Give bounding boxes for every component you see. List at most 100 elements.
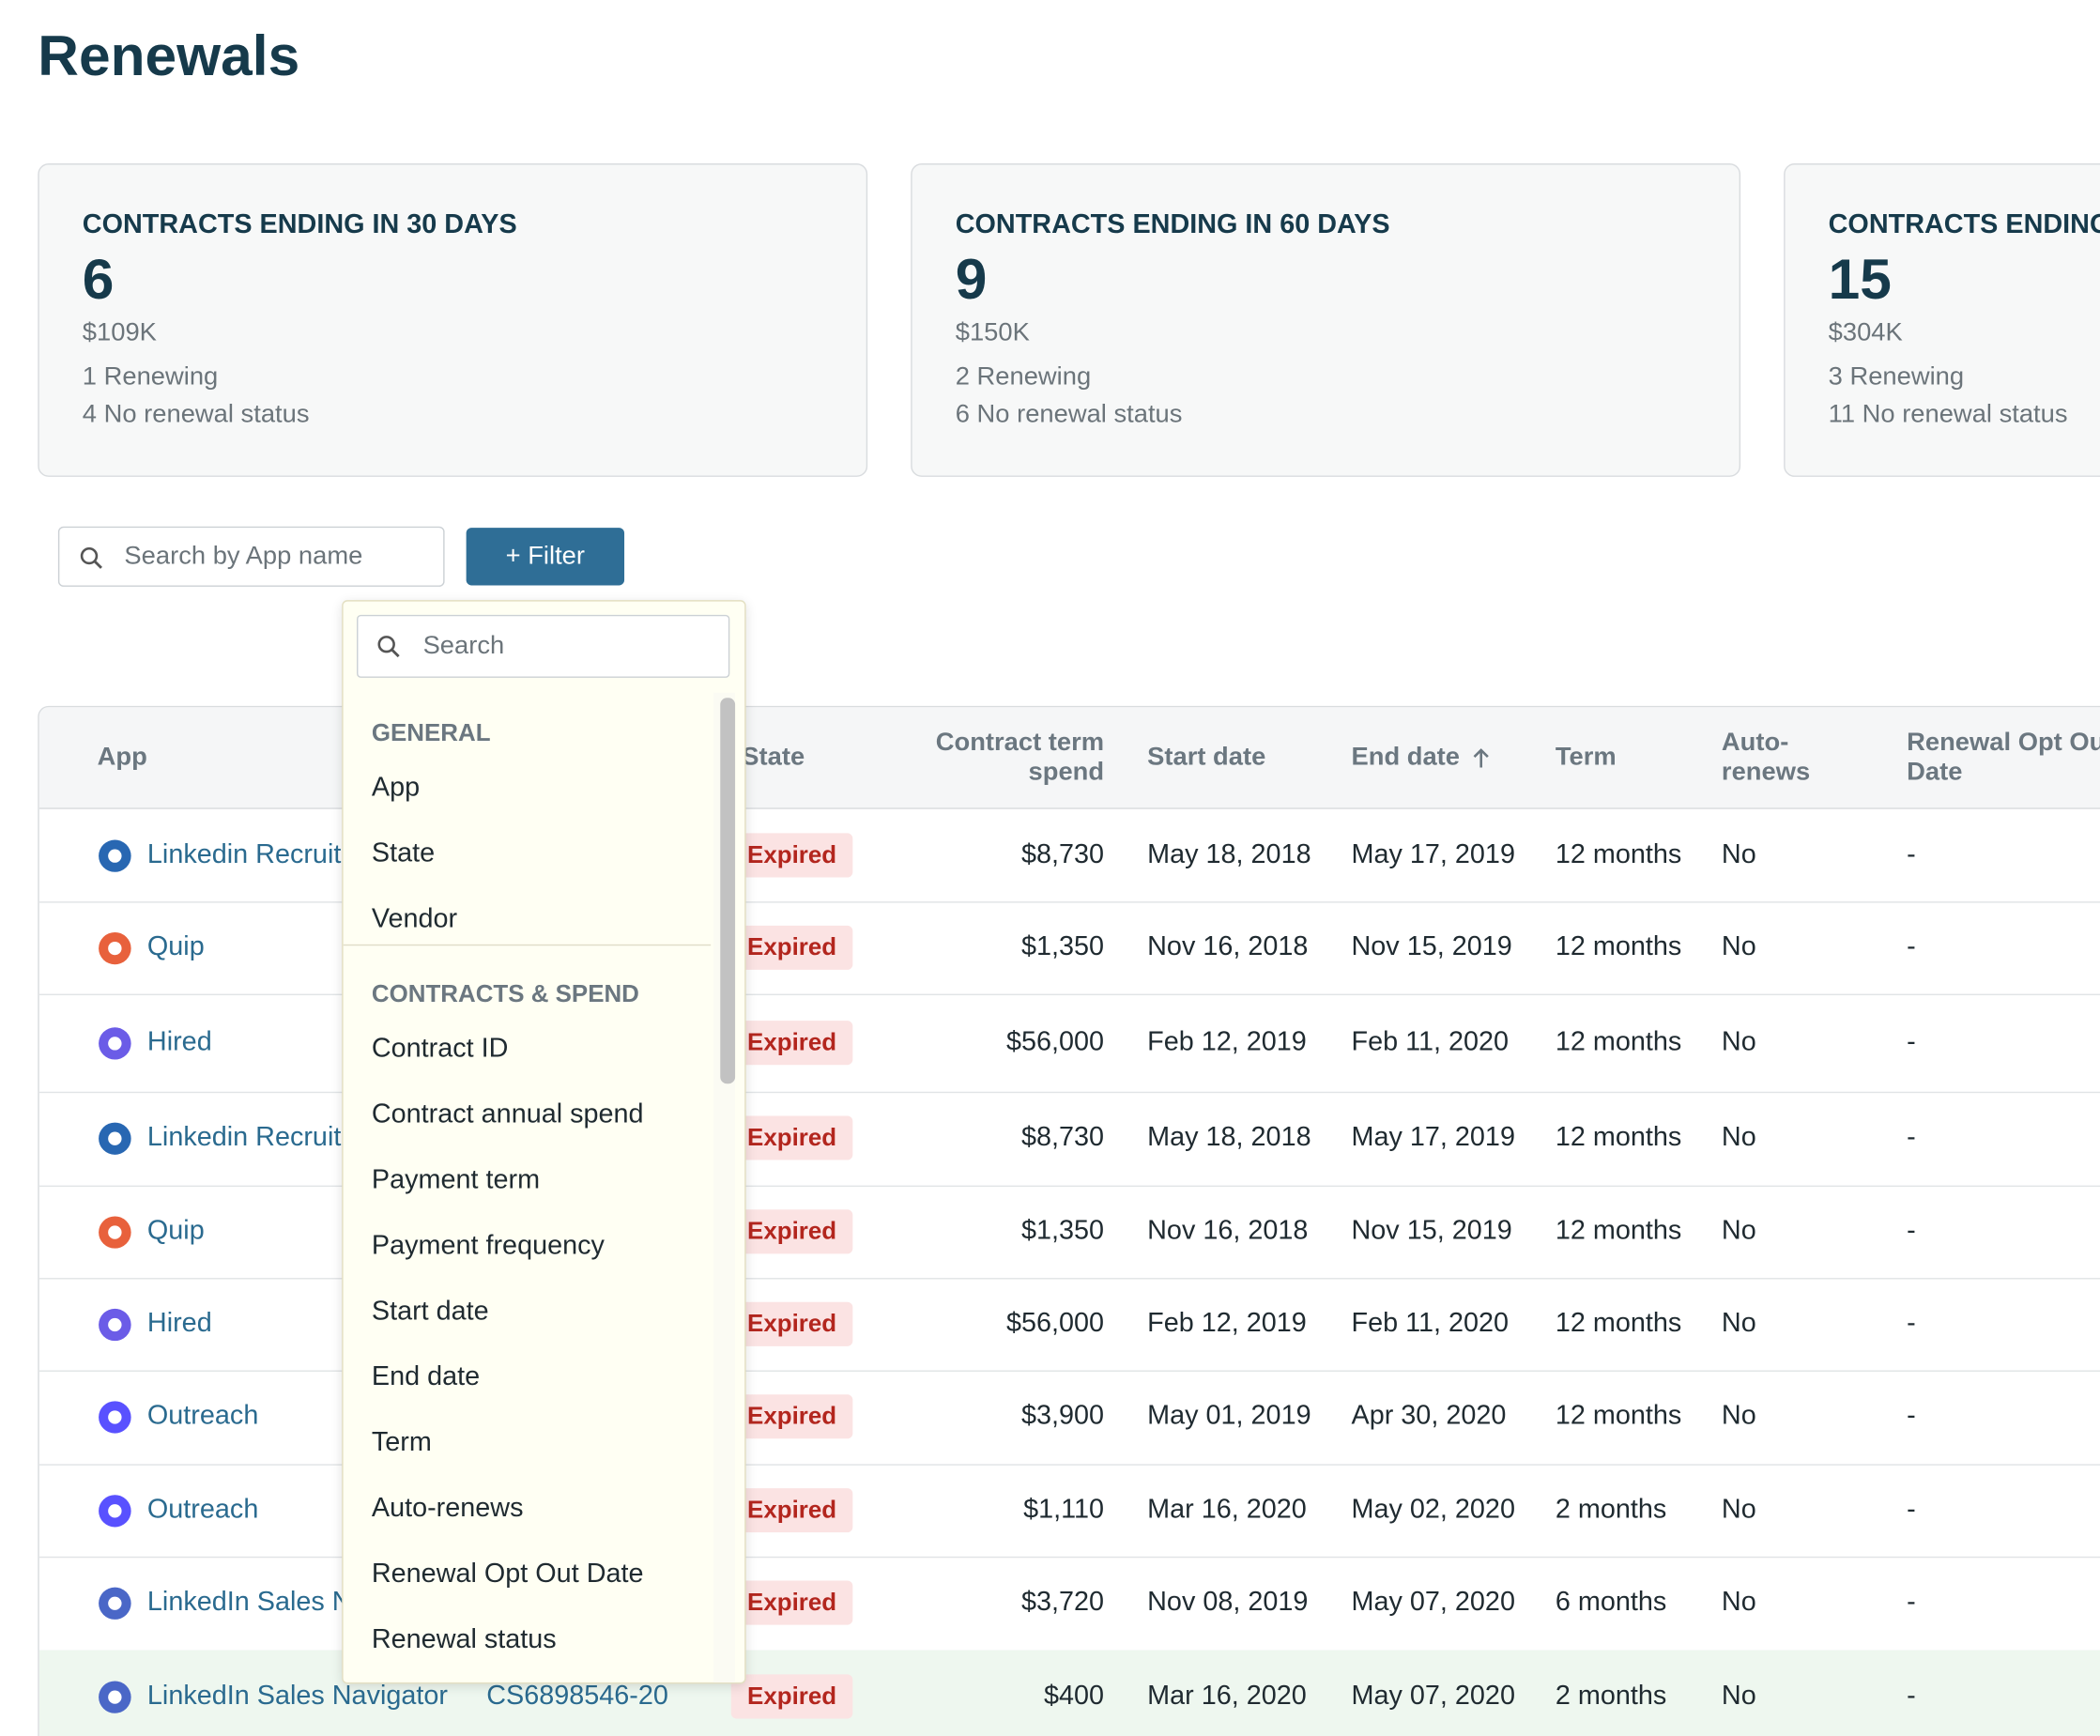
term-cell: 6 months (1555, 1587, 1667, 1618)
start-cell: Feb 12, 2019 (1147, 1026, 1307, 1056)
menu-item[interactable]: Payment frequency (371, 1231, 605, 1261)
summary-card: CONTRACTS ENDING IN 30 DAYS 6 $109K 1 Renew… (38, 163, 868, 477)
end-cell: Nov 15, 2019 (1351, 1215, 1512, 1246)
app-icon (99, 931, 131, 964)
menu-item[interactable]: Term (371, 1427, 432, 1458)
filter-button[interactable]: + Filter (466, 528, 625, 586)
card-spend: $304K (1828, 318, 1903, 347)
app-icon (99, 1401, 131, 1434)
table-row[interactable]: Hired Expired $56,000 Feb 12, 2019 Feb 11, 2… (38, 994, 2100, 1094)
opt-out-cell: - (1907, 931, 1916, 961)
column-header[interactable]: End date (1352, 707, 1541, 807)
opt-out-cell: - (1907, 1122, 1916, 1152)
column-header: State (742, 707, 864, 807)
term-cell: 12 months (1555, 1122, 1682, 1152)
summary-card: CONTRACTS ENDING IN 90 DAYS 15 $304K 3 Rene… (1784, 163, 2100, 477)
end-cell: May 17, 2019 (1351, 1122, 1515, 1152)
auto-renews-cell: No (1721, 1308, 1756, 1338)
auto-renews-cell: No (1721, 1680, 1756, 1711)
sort-arrow (1473, 747, 1490, 767)
term-cell: 12 months (1555, 838, 1682, 869)
app-link[interactable]: LinkedIn Sales Navigator (146, 1680, 448, 1711)
spend-cell: $1,110 (1023, 1494, 1105, 1524)
end-cell: May 07, 2020 (1351, 1680, 1515, 1711)
state-badge: Expired (730, 1673, 853, 1718)
table-row[interactable]: Linkedin Recruiter Expired $8,730 May 18, 2… (38, 1092, 2100, 1188)
search-input[interactable]: Search by App name (57, 526, 445, 587)
table-row[interactable]: Outreach Expired $3,900 May 01, 2019 Apr 30,… (38, 1371, 2100, 1466)
card-no-status: 11 No renewal status (1828, 400, 2068, 429)
menu-item[interactable]: State (371, 838, 436, 868)
card-count: 15 (1828, 247, 1892, 311)
table-row[interactable]: Linkedin Recruiter Expired $8,730 May 18, 2… (38, 809, 2100, 903)
opt-out-cell: - (1907, 1587, 1916, 1618)
column-header-text: Term (1555, 743, 1617, 772)
spend-cell: $3,720 (1021, 1587, 1105, 1618)
menu-item[interactable]: Contract ID (371, 1034, 509, 1064)
column-header: Renewal Opt Out Date (1907, 707, 2100, 807)
menu-item[interactable]: Contract annual spend (371, 1099, 644, 1129)
opt-out-cell: - (1907, 1026, 1916, 1056)
menu-search-input[interactable]: Search (357, 614, 730, 678)
card-spend: $150K (955, 318, 1030, 347)
menu-item[interactable]: Vendor (371, 904, 458, 934)
contract-id-link[interactable]: CS6898546-20 (486, 1680, 668, 1711)
app-link[interactable]: Quip (146, 1215, 205, 1246)
start-cell: Feb 12, 2019 (1147, 1308, 1307, 1338)
column-header-text: Renewal Opt Out Date (1907, 728, 2100, 786)
menu-item[interactable]: Renewal status (371, 1624, 557, 1654)
menu-group-label: CONTRACTS & SPEND (371, 980, 639, 1007)
app-link[interactable]: Outreach (146, 1401, 259, 1431)
state-badge: Expired (730, 1115, 853, 1160)
column-header: Auto-renews (1722, 707, 1844, 807)
start-cell: Nov 16, 2018 (1147, 1215, 1309, 1246)
table-row[interactable]: Quip Expired $1,350 Nov 16, 2018 Nov 15, 201… (38, 901, 2100, 996)
app-icon (99, 838, 131, 872)
app-icon (99, 1308, 131, 1341)
term-cell: 2 months (1555, 1680, 1667, 1711)
state-badge: Expired (730, 1487, 853, 1532)
end-cell: May 17, 2019 (1351, 838, 1515, 869)
opt-out-cell: - (1907, 1401, 1916, 1431)
table-row[interactable]: Quip Expired $1,350 Nov 16, 2018 Nov 15, 201… (38, 1186, 2100, 1280)
card-no-status: 6 No renewal status (955, 400, 1183, 429)
term-cell: 12 months (1555, 1026, 1682, 1056)
auto-renews-cell: No (1721, 1026, 1756, 1056)
app-icon (99, 1680, 131, 1713)
card-renewing: 3 Renewing (1828, 362, 1965, 392)
menu-item[interactable]: Auto-renews (371, 1493, 524, 1524)
app-link[interactable]: Linkedin Recruiter (146, 838, 365, 869)
column-header: Contract term spend (915, 707, 1104, 807)
state-badge: Expired (730, 1020, 853, 1065)
state-badge: Expired (730, 1301, 853, 1346)
menu-item[interactable]: End date (371, 1361, 481, 1392)
auto-renews-cell: No (1721, 1587, 1756, 1618)
auto-renews-cell: No (1721, 931, 1756, 961)
term-cell: 12 months (1555, 1308, 1682, 1338)
menu-item[interactable]: Renewal Opt Out Date (371, 1559, 644, 1590)
app-link[interactable]: Linkedin Recruiter (146, 1122, 365, 1152)
scrollbar-thumb[interactable] (720, 698, 736, 1084)
table-row[interactable]: Hired Expired $56,000 Feb 12, 2019 Feb 11, 2… (38, 1278, 2100, 1372)
card-spend: $109K (82, 318, 157, 347)
menu-item[interactable]: Start date (371, 1297, 489, 1327)
app-icon (99, 1026, 131, 1059)
column-header: App (98, 707, 341, 807)
term-cell: 12 months (1555, 931, 1682, 961)
column-header-text: Start date (1147, 743, 1266, 772)
opt-out-cell: - (1907, 1215, 1916, 1246)
menu-item[interactable]: App (371, 773, 421, 803)
end-cell: Feb 11, 2020 (1351, 1308, 1510, 1338)
column-header-text: App (97, 743, 147, 772)
state-badge: Expired (730, 1394, 853, 1439)
end-cell: Apr 30, 2020 (1351, 1401, 1507, 1431)
app-link[interactable]: Hired (146, 1026, 212, 1056)
table-row[interactable]: Outreach Expired $1,110 Mar 16, 2020 May 02,… (38, 1464, 2100, 1559)
app-link[interactable]: Quip (146, 931, 205, 961)
menu-item[interactable]: Payment term (371, 1165, 541, 1195)
table-row[interactable]: LinkedIn Sales Navigator CS6898546-20 Expi… (38, 1650, 2100, 1736)
spend-cell: $8,730 (1021, 1122, 1105, 1152)
app-link[interactable]: Hired (146, 1308, 212, 1338)
start-cell: May 18, 2018 (1147, 838, 1311, 869)
app-link[interactable]: Outreach (146, 1494, 259, 1524)
